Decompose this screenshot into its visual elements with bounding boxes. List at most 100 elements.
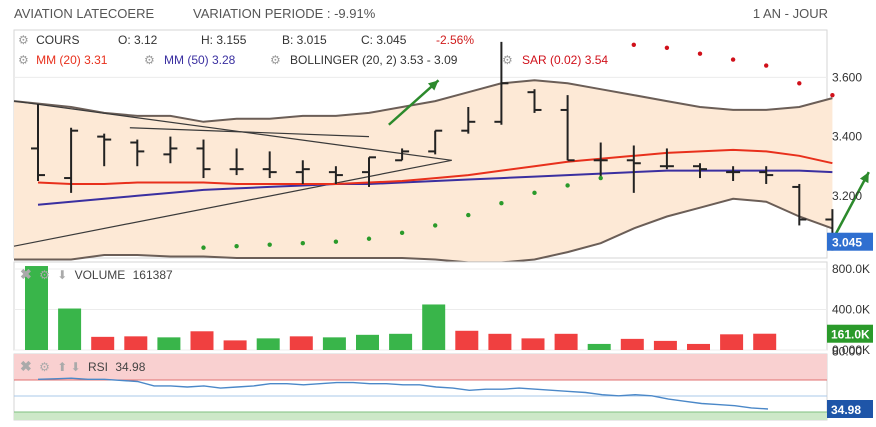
sar-point — [598, 175, 603, 181]
rsi-badge — [827, 400, 873, 418]
gear-icon[interactable]: ⚙ — [502, 53, 513, 67]
ohlc-bar — [295, 160, 310, 184]
ohlc-bar — [428, 129, 443, 155]
sar-point — [466, 212, 471, 218]
ohlc-bar — [31, 104, 45, 182]
legend-change: -2.56% — [436, 33, 475, 47]
instrument-title: AVIATION LATECOERE — [14, 6, 155, 21]
ohlc-bar — [461, 106, 476, 134]
gear-icon[interactable]: ⚙ — [270, 53, 281, 67]
volume-bar — [488, 333, 512, 350]
trend-arrows — [388, 79, 870, 241]
volume-value: 161387 — [132, 268, 173, 282]
ohlc-bar — [229, 148, 244, 176]
arrow-down-icon[interactable]: ⬇ — [57, 268, 68, 282]
ohlc-bar — [64, 127, 79, 193]
volume-bar — [554, 333, 578, 350]
volume-badge-label: 161.0K — [831, 328, 870, 342]
arrow-head — [859, 172, 869, 184]
ohlc-bar — [494, 41, 509, 125]
volume-bars — [25, 266, 777, 350]
mm20-line — [37, 148, 833, 185]
volume-bar — [653, 340, 677, 350]
gear-icon[interactable]: ⚙ — [18, 33, 29, 47]
rsi-oversold-zone — [14, 412, 827, 420]
period-selector[interactable]: 1 AN - JOUR — [752, 6, 828, 21]
gear-icon[interactable]: ⚙ — [18, 53, 29, 67]
ohlc-bar — [395, 148, 410, 162]
rsi-badge-label: 34.98 — [831, 403, 861, 417]
legend-sar: SAR (0.02) 3.54 — [522, 53, 609, 67]
close-icon[interactable]: ✖ — [20, 358, 32, 374]
volume-tick-label: 0.000K — [832, 343, 870, 357]
ohlc-bars — [31, 41, 840, 251]
volume-bar — [587, 343, 611, 350]
bollinger-upper-line — [13, 79, 833, 123]
sar-point — [830, 92, 835, 98]
rsi-label: RSI — [88, 360, 109, 374]
legend-mm50: MM (50) 3.28 — [164, 53, 236, 67]
arrow-down-icon[interactable]: ⬇ — [70, 360, 81, 374]
gear-icon[interactable]: ⚙ — [39, 360, 50, 374]
legend-open: O: 3.12 — [118, 33, 158, 47]
arrow-line — [388, 79, 440, 126]
volume-bar — [58, 308, 82, 350]
sar-point — [664, 45, 670, 50]
ohlc-bar — [362, 156, 376, 187]
sar-point — [433, 223, 438, 228]
arrow-line — [831, 171, 870, 241]
volume-bar — [91, 336, 115, 350]
legend-high: H: 3.155 — [201, 33, 247, 47]
ohlc-bar — [659, 148, 674, 170]
rsi-line — [37, 377, 769, 410]
sar-point — [631, 42, 636, 48]
volume-bar — [687, 343, 710, 350]
rsi-panel: 80.00 34.98 — [13, 345, 873, 421]
volume-label: VOLUME — [74, 268, 126, 282]
ohlc-bar — [693, 163, 707, 179]
rsi-axis: 80.00 34.98 — [827, 345, 873, 418]
price-tick-label: 3.600 — [832, 70, 862, 84]
legend-low: B: 3.015 — [282, 33, 327, 47]
sar-point — [267, 242, 272, 247]
sar-point — [366, 236, 372, 241]
sar-point — [532, 190, 537, 196]
rsi-tick-label: 80.00 — [832, 345, 862, 359]
sar-point — [730, 57, 736, 62]
gear-icon[interactable]: ⚙ — [39, 268, 50, 282]
gear-icon[interactable]: ⚙ — [144, 53, 155, 67]
sar-point — [499, 201, 504, 206]
volume-bar — [190, 331, 214, 350]
volume-bar — [356, 334, 379, 350]
rsi-header: ✖ ⚙ ⬆ ⬇ RSI 34.98 — [20, 358, 145, 375]
volume-bar — [124, 336, 148, 350]
price-tick-label: 3.200 — [832, 189, 862, 203]
price-badge-label: 3.045 — [832, 236, 862, 250]
sar-point — [300, 240, 305, 246]
volume-bar — [422, 304, 446, 350]
arrow-head — [427, 80, 439, 91]
volume-bar — [455, 330, 479, 350]
sar-points — [201, 42, 835, 250]
volume-bar — [289, 336, 313, 350]
close-icon[interactable]: ✖ — [20, 266, 32, 282]
arrow-up-icon[interactable]: ⬆ — [57, 360, 68, 374]
volume-bar — [256, 338, 280, 350]
ohlc-bar — [593, 142, 608, 179]
period-variation: VARIATION PERIODE : -9.91% — [193, 6, 376, 21]
volume-bar — [753, 333, 777, 350]
ohlc-bar — [726, 166, 741, 182]
legend-mm20: MM (20) 3.31 — [36, 53, 108, 67]
ohlc-bar — [560, 95, 575, 162]
rsi-overbought-zone — [14, 354, 827, 380]
sar-point — [764, 63, 769, 68]
legend-cours: COURS — [36, 33, 80, 47]
ohlc-bar — [196, 139, 211, 179]
ohlc-bar — [163, 136, 178, 164]
ohlc-bar — [527, 89, 542, 113]
price-axis: 3.600 3.400 3.200 3.045 — [827, 70, 873, 251]
